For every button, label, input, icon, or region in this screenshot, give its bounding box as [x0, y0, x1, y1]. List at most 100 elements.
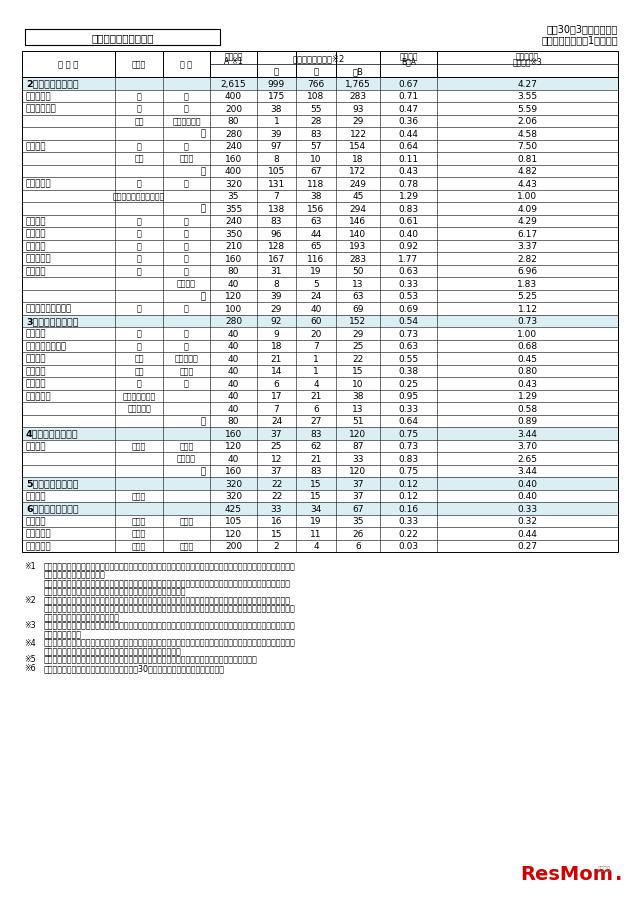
Text: 249: 249 [349, 180, 367, 189]
Text: 学科名: 学科名 [132, 61, 146, 70]
Text: 0.54: 0.54 [399, 317, 419, 326]
Text: 766: 766 [307, 79, 324, 88]
Text: 普: 普 [136, 180, 141, 189]
Text: 商業: 商業 [134, 154, 144, 163]
Text: 司　学　館: 司 学 館 [26, 529, 52, 538]
Text: 普　通: 普 通 [132, 529, 146, 538]
Text: 0.12: 0.12 [399, 492, 419, 500]
Text: 0.80: 0.80 [517, 367, 538, 376]
Text: ※2: ※2 [24, 595, 36, 604]
Text: 機　械: 機 械 [179, 367, 194, 376]
Text: 比　叡　山: 比 叡 山 [26, 92, 52, 101]
Text: 4.43: 4.43 [518, 180, 538, 189]
Bar [22, 527, 618, 540]
Text: 4: 4 [313, 542, 319, 551]
Text: ※1: ※1 [24, 562, 36, 571]
Text: 35: 35 [352, 517, 364, 526]
Text: 0.40: 0.40 [399, 229, 419, 238]
Text: 1: 1 [274, 117, 280, 126]
Text: 40: 40 [228, 367, 239, 376]
Text: 2.65: 2.65 [518, 454, 538, 463]
Text: 0.63: 0.63 [399, 267, 419, 276]
Text: 計: 計 [201, 130, 206, 138]
Text: 0.45: 0.45 [518, 354, 538, 363]
Text: 100: 100 [225, 304, 242, 313]
Text: 38: 38 [310, 192, 322, 201]
Text: 中高一貫教育校　　県立守山中学校・高等学校　　　県立水口東中学校・高等学校　　　県立河瀬中学校・高等学校: 中高一貫教育校 県立守山中学校・高等学校 県立水口東中学校・高等学校 県立河瀬中… [44, 578, 291, 587]
Text: 40: 40 [310, 304, 322, 313]
Text: 4: 4 [313, 379, 319, 388]
Text: 0.25: 0.25 [399, 379, 419, 388]
Text: 40: 40 [228, 454, 239, 463]
Text: 1.77: 1.77 [399, 255, 419, 264]
Text: 定時制: 定時制 [132, 442, 146, 451]
Text: 160: 160 [225, 467, 242, 476]
Text: 0.16: 0.16 [399, 504, 419, 513]
Text: 83: 83 [310, 429, 322, 438]
Text: 合: 合 [184, 379, 189, 388]
Text: 立命館守山: 立命館守山 [26, 255, 52, 264]
Text: 6: 6 [313, 405, 319, 414]
Text: 合: 合 [184, 242, 189, 251]
Text: 87: 87 [352, 442, 364, 451]
Bar [22, 377, 618, 390]
Text: 0.47: 0.47 [399, 105, 419, 114]
Text: 13: 13 [352, 405, 364, 414]
Text: 2　私立高校全日制: 2 私立高校全日制 [26, 79, 79, 88]
Text: 6: 6 [355, 542, 361, 551]
Text: 425: 425 [225, 504, 242, 513]
Text: 7: 7 [274, 192, 280, 201]
Text: 283: 283 [349, 255, 367, 264]
Text: 通: 通 [184, 304, 189, 313]
Text: 映していません。: 映していません。 [44, 629, 82, 638]
Text: 5　県立高校通信制: 5 県立高校通信制 [26, 479, 79, 489]
Text: 前年度確定: 前年度確定 [516, 52, 539, 61]
Text: 320: 320 [225, 479, 242, 489]
Text: 105: 105 [225, 517, 242, 526]
Text: 210: 210 [225, 242, 242, 251]
Text: 10: 10 [310, 154, 322, 163]
Text: 0.75: 0.75 [399, 429, 419, 438]
Text: 通信制: 通信制 [132, 542, 146, 551]
Text: 光　　泉: 光 泉 [26, 229, 47, 238]
Text: 通信制: 通信制 [132, 517, 146, 526]
Text: 40: 40 [228, 405, 239, 414]
Text: 146: 146 [349, 217, 367, 226]
Text: 0.33: 0.33 [399, 279, 419, 288]
Text: 4.82: 4.82 [518, 167, 538, 176]
Bar [22, 116, 618, 128]
Text: 彦根総合: 彦根総合 [26, 242, 47, 251]
Text: 83: 83 [310, 130, 322, 138]
Text: 60: 60 [310, 317, 322, 326]
Bar [22, 427, 618, 440]
Text: 15: 15 [310, 479, 322, 489]
Text: 93: 93 [352, 105, 364, 114]
Text: 83: 83 [310, 467, 322, 476]
Text: 29: 29 [352, 330, 364, 339]
Text: 80: 80 [228, 267, 239, 276]
Text: 108: 108 [307, 92, 324, 101]
Text: 63: 63 [352, 292, 364, 301]
Text: 160: 160 [225, 429, 242, 438]
Text: 154: 154 [349, 142, 367, 151]
Text: 滋賀学園中学校・高等学校　　　立命館守山中学校・高等学校: 滋賀学園中学校・高等学校 立命館守山中学校・高等学校 [44, 587, 186, 596]
Text: ※4: ※4 [24, 638, 36, 647]
Text: 83: 83 [271, 217, 282, 226]
Text: 280: 280 [225, 317, 242, 326]
Text: 24: 24 [271, 417, 282, 426]
Text: 0.43: 0.43 [518, 379, 538, 388]
Text: 116: 116 [307, 255, 324, 264]
Text: 11: 11 [310, 529, 322, 538]
Text: 38: 38 [352, 392, 364, 401]
Text: 25: 25 [271, 442, 282, 451]
Text: 20: 20 [310, 330, 322, 339]
Bar [22, 191, 618, 203]
Text: 募集定員は、入学者選抜の対象となる定員のみ記載しており、中高一貫教育校の併設中学校から併設高校への進学者に: 募集定員は、入学者選抜の対象となる定員のみ記載しており、中高一貫教育校の併設中学… [44, 562, 296, 571]
Text: 彦根工業: 彦根工業 [26, 367, 47, 376]
Bar [22, 440, 618, 452]
Text: 綾　　羽: 綾 羽 [26, 442, 47, 451]
Text: ResMom: ResMom [520, 864, 613, 883]
Text: 幸福の科学学園関西: 幸福の科学学園関西 [26, 304, 72, 313]
Text: 45: 45 [352, 192, 364, 201]
Text: 1,765: 1,765 [345, 79, 371, 88]
